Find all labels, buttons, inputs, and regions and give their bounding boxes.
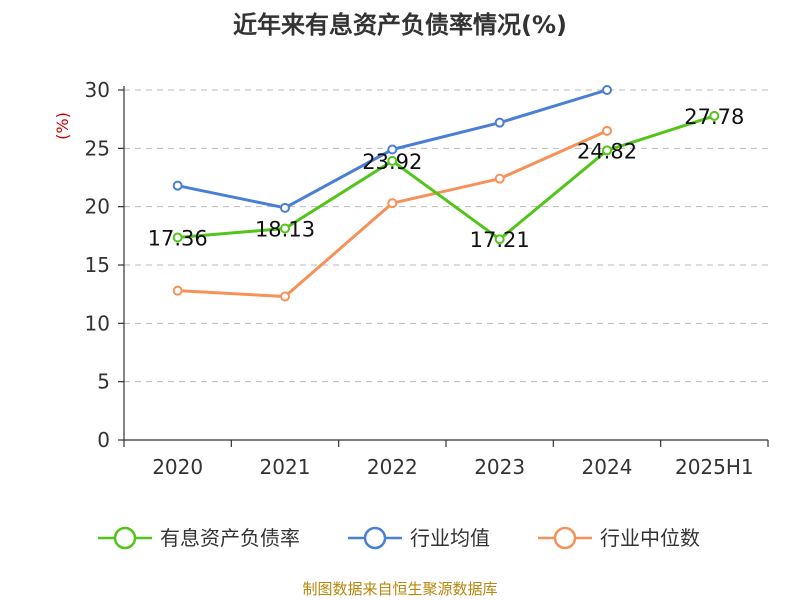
y-tick-label: 5 xyxy=(97,370,110,394)
data-point xyxy=(172,232,183,243)
grid-lines xyxy=(124,89,768,383)
data-point xyxy=(494,117,505,128)
y-tick-label: 15 xyxy=(85,253,110,277)
series-lines xyxy=(172,85,720,302)
data-label: 17.21 xyxy=(470,228,530,252)
legend-swatch-marker xyxy=(113,526,137,550)
data-point xyxy=(387,144,398,155)
data-point xyxy=(602,125,612,136)
data-point xyxy=(280,223,290,234)
data-label: 24.82 xyxy=(577,139,637,163)
chart-title: 近年来有息资产负债率情况(%) xyxy=(233,11,567,39)
data-point xyxy=(494,234,505,245)
x-tick-label: 2023 xyxy=(474,455,525,479)
data-point xyxy=(602,145,612,156)
data-point xyxy=(280,291,290,302)
y-tick-label: 10 xyxy=(85,311,110,335)
y-tick-label: 25 xyxy=(85,136,110,160)
data-label: 17.36 xyxy=(148,226,208,250)
data-point xyxy=(387,198,398,209)
data-labels: 17.36 18.13 23.92 17.21 24.82 27.78 xyxy=(148,105,745,252)
series-line xyxy=(177,114,715,241)
x-tick-label: 2025H1 xyxy=(675,455,754,479)
legend-swatch-marker xyxy=(363,526,387,550)
y-axis-label: (%) xyxy=(53,112,72,140)
legend-label: 行业均值 xyxy=(410,526,490,550)
data-point xyxy=(494,173,505,184)
data-label: 23.92 xyxy=(362,150,422,174)
x-tick-label: 2020 xyxy=(152,455,203,479)
x-tick-label: 2022 xyxy=(367,455,418,479)
x-tick-label: 2024 xyxy=(582,455,633,479)
y-tick-label: 0 xyxy=(97,428,110,452)
y-tick-label: 30 xyxy=(85,78,110,102)
data-point xyxy=(172,180,183,191)
data-point xyxy=(709,110,720,121)
data-point xyxy=(387,155,398,166)
source-note: 制图数据来自恒生聚源数据库 xyxy=(302,580,497,598)
data-point xyxy=(602,85,612,95)
data-point xyxy=(280,202,290,213)
y-tick-label: 20 xyxy=(85,195,110,219)
axes: 0 5 10 15 20 25 30 2020 2021 2022 2023 2024 2025H1 xyxy=(85,78,769,479)
legend: 有息资产负债率 行业均值 行业中位数 xyxy=(98,526,700,550)
legend-swatch-marker xyxy=(553,526,577,550)
x-tick-label: 2021 xyxy=(260,455,311,479)
data-point xyxy=(172,285,183,296)
data-label: 18.13 xyxy=(255,217,315,241)
data-label: 27.78 xyxy=(684,105,744,129)
legend-label: 有息资产负债率 xyxy=(160,526,300,550)
legend-label: 行业中位数 xyxy=(600,526,700,550)
